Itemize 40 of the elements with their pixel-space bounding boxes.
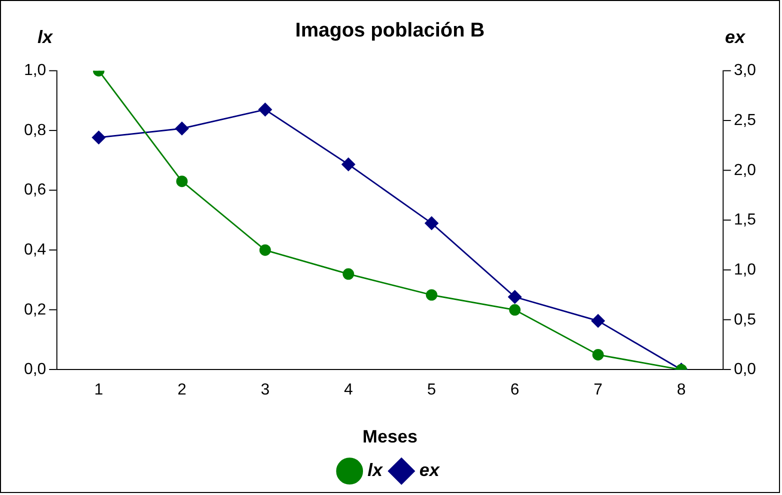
x-tick-label: 4	[344, 382, 353, 399]
y-tick-label: 0,8	[24, 122, 46, 139]
point	[592, 349, 604, 360]
legend-label: ex	[419, 460, 440, 480]
x-tick-label: 7	[594, 382, 603, 399]
x-tick-label: 1	[94, 382, 104, 399]
point	[508, 290, 522, 304]
y2-tick-label: 1,5	[734, 212, 756, 229]
y-axis-title: lx	[38, 26, 54, 47]
point	[591, 314, 605, 328]
y-tick-label: 0,4	[24, 242, 46, 258]
x-tick-label: 6	[510, 382, 520, 399]
point	[258, 102, 272, 116]
point	[176, 176, 188, 188]
x-axis-title: Meses	[362, 426, 418, 446]
x-tick-label: 8	[676, 382, 686, 399]
y-tick-label: 0,0	[24, 361, 46, 378]
y-tick-label: 0,2	[24, 301, 46, 318]
point	[509, 304, 521, 316]
y2-tick-label: 0,5	[734, 311, 756, 328]
y2-tick-label: 2,5	[734, 112, 756, 129]
point	[426, 289, 438, 301]
x-tick-label: 2	[177, 382, 186, 399]
x-tick-label: 5	[427, 382, 436, 399]
y2-tick-label: 3,0	[734, 62, 756, 80]
chart-title: Imagos población B	[295, 19, 485, 42]
point	[342, 158, 356, 172]
y2-tick-label: 2,0	[734, 162, 756, 179]
y2-tick-label: 0,0	[734, 361, 756, 378]
point	[424, 216, 438, 230]
point	[92, 130, 106, 144]
legend-label: lx	[368, 460, 384, 480]
y-tick-label: 0,6	[24, 182, 46, 199]
x-tick-label: 3	[260, 382, 270, 399]
y2-tick-label: 1,0	[734, 261, 756, 278]
y-tick-label: 1,0	[24, 62, 46, 80]
y2-axis-title: ex	[725, 26, 746, 47]
point	[175, 122, 189, 136]
point	[259, 244, 271, 256]
point	[342, 268, 354, 280]
